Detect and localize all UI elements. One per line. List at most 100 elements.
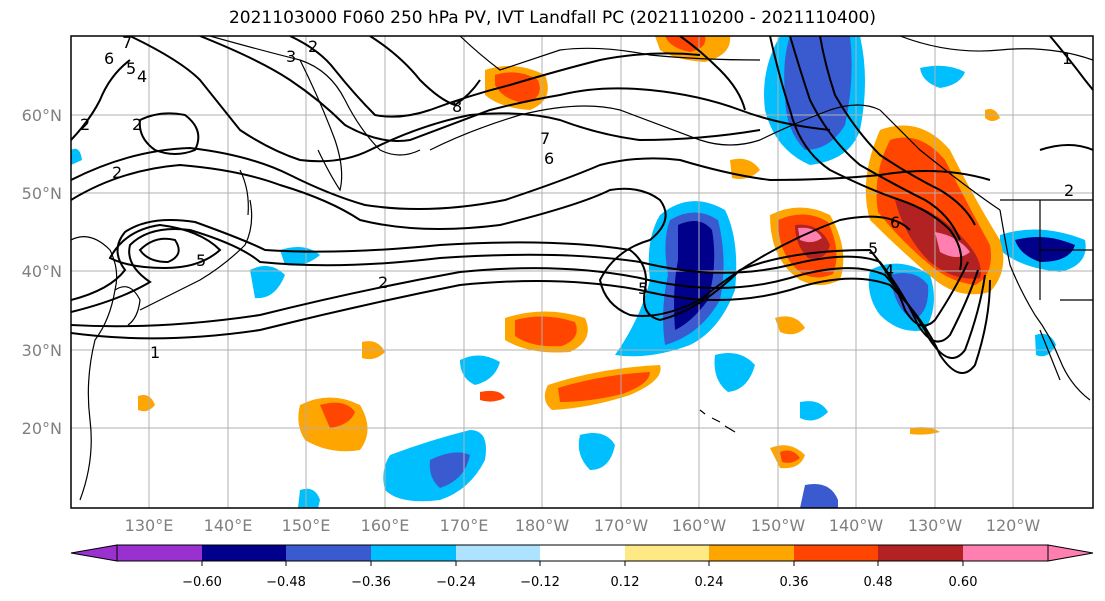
colorbar-cell — [456, 545, 540, 561]
coast-hawaii — [699, 409, 736, 433]
colorbar-tick: −0.24 — [436, 575, 476, 590]
coast-alaska-north — [459, 36, 761, 71]
pos-shade — [320, 402, 355, 428]
lat-label: 50°N — [22, 184, 62, 203]
colorbar-cell — [540, 545, 625, 561]
colorbar: −0.60 −0.48 −0.36 −0.24 −0.12 0.12 0.24 … — [70, 544, 1094, 590]
lon-label: 180°W — [515, 516, 570, 535]
pos-shade — [138, 395, 155, 412]
coast-japan — [139, 199, 253, 311]
colorbar-tick: 0.24 — [695, 575, 724, 590]
contour-16 — [789, 36, 961, 241]
colorbar-tick: −0.12 — [520, 575, 560, 590]
contour-label: 6 — [104, 49, 114, 68]
contour-label: 4 — [137, 67, 147, 86]
contour-17 — [819, 36, 976, 226]
lon-label: 140°E — [204, 516, 253, 535]
pv-contours — [71, 36, 1093, 374]
neg-shade — [800, 484, 838, 508]
contour-13 — [138, 112, 200, 155]
lon-label: 130°E — [125, 516, 174, 535]
coast-arctic — [899, 36, 1093, 61]
contour-label: 2 — [378, 273, 388, 292]
lat-label: 60°N — [22, 106, 62, 125]
pos-shade — [798, 227, 822, 243]
contour-8 — [71, 146, 991, 210]
colorbar-tick: 0.48 — [864, 575, 893, 590]
map-title: 2021103000 F060 250 hPa PV, IVT Landfall… — [228, 8, 876, 28]
lon-label: 160°E — [361, 516, 410, 535]
colorbar-cell — [286, 545, 371, 561]
contour-labels: 7 6 5 4 2 3 2 2 2 8 7 6 5 2 1 5 6 5 4 2 … — [80, 33, 1074, 362]
contour-label: 5 — [868, 239, 878, 258]
coast-siberia — [209, 36, 421, 156]
colorbar-tick: −0.60 — [182, 575, 222, 590]
colorbar-cell — [625, 545, 709, 561]
neg-shade — [71, 148, 82, 165]
contour-label: 3 — [286, 47, 296, 66]
contour-label: 2 — [1064, 181, 1074, 200]
neg-shade — [578, 432, 615, 470]
colorbar-cell — [709, 545, 794, 561]
lat-label: 20°N — [22, 419, 62, 438]
contour-label: 6 — [890, 213, 900, 232]
contour-2 — [71, 267, 986, 359]
contour-10 — [199, 36, 831, 142]
neg-shade — [250, 266, 285, 299]
contour-6 — [138, 237, 180, 264]
neg-shade — [674, 221, 715, 330]
coast-asia — [71, 236, 118, 501]
contour-18 — [1049, 36, 1093, 91]
coast-alaska — [429, 104, 881, 151]
contour-label: 4 — [884, 261, 894, 280]
colorbar-tick: 0.36 — [780, 575, 809, 590]
contour-label: 7 — [122, 33, 132, 52]
contour-label: 2 — [112, 163, 122, 182]
lon-labels: 130°E 140°E 150°E 160°E 170°E 180°W 170°… — [125, 516, 1041, 535]
contour-5 — [108, 223, 222, 270]
lat-label: 30°N — [22, 341, 62, 360]
contour-9 — [129, 36, 761, 163]
colorbar-tick: 0.60 — [949, 575, 978, 590]
contour-label: 2 — [80, 115, 90, 134]
colorbar-extend-left — [70, 544, 118, 562]
coast-uswest — [999, 209, 1091, 401]
pos-shade — [910, 427, 940, 435]
contour-19 — [1039, 144, 1093, 151]
contour-label: 5 — [126, 59, 136, 78]
colorbar-cell — [963, 545, 1048, 561]
coast-bc — [879, 109, 1001, 211]
contour-7 — [71, 163, 911, 317]
neg-shade — [920, 65, 965, 88]
contour-14 — [71, 59, 131, 141]
contour-label: 8 — [452, 97, 462, 116]
coast-kamchatka — [299, 59, 343, 192]
pos-shade — [515, 316, 577, 347]
colorbar-cell — [878, 545, 963, 561]
colorbar-extend-right — [1047, 544, 1094, 562]
contour-label: 6 — [544, 149, 554, 168]
neg-shade — [800, 401, 828, 421]
pos-shade — [780, 450, 800, 463]
contour-label: 2 — [308, 37, 318, 56]
colorbar-tick: −0.36 — [351, 575, 391, 590]
lon-label: 130°W — [908, 516, 963, 535]
lat-label: 40°N — [22, 262, 62, 281]
neg-shade — [714, 352, 755, 392]
contour-12 — [369, 36, 481, 107]
contour-label: 5 — [638, 279, 648, 298]
map-border — [70, 35, 1094, 509]
lon-label: 150°W — [751, 516, 806, 535]
lat-labels: 60°N 50°N 40°N 30°N 20°N — [22, 106, 62, 438]
neg-shade — [298, 488, 320, 508]
lon-label: 170°W — [594, 516, 649, 535]
pos-shade — [775, 316, 805, 335]
colorbar-cell — [117, 545, 202, 561]
contour-label: 2 — [132, 115, 142, 134]
colorbar-cell — [371, 545, 456, 561]
contour-label: 1 — [150, 343, 160, 362]
pos-shade — [480, 390, 505, 402]
coastlines — [71, 36, 1093, 501]
colorbar-cell — [794, 545, 878, 561]
